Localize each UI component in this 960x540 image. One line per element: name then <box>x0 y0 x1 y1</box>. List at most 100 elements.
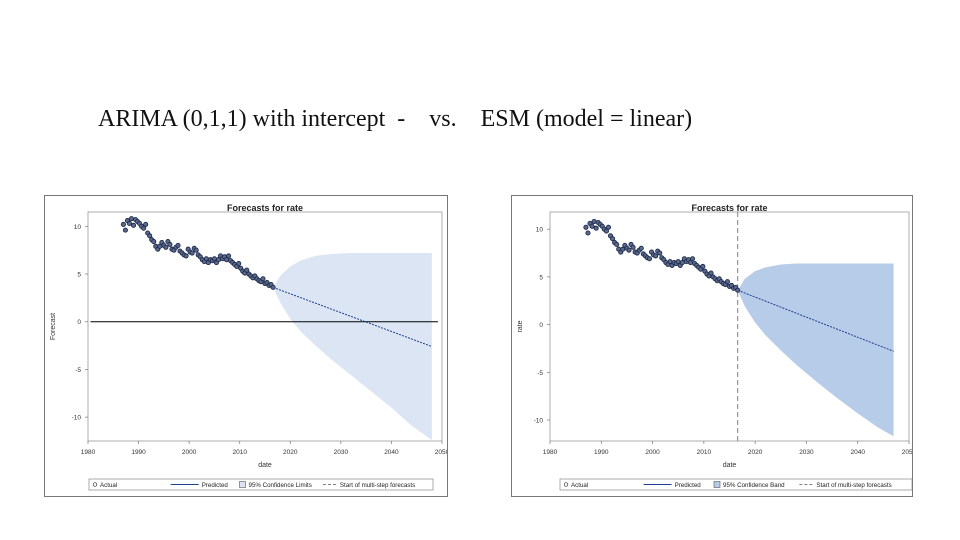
arima-actual-point <box>175 242 181 248</box>
esm-plot-frame <box>549 211 910 442</box>
esm-forecast-chart: Forecasts for rate -10 -5 0 5 10 1980 1990 2000 2… <box>511 195 913 497</box>
esm-y-tick-label: -5 <box>537 370 543 377</box>
esm-actual-point <box>583 224 589 230</box>
arima-predicted-line <box>272 286 433 348</box>
arima-actual-point <box>189 250 195 256</box>
esm-x-tick-label: 2000 <box>645 449 660 456</box>
esm-legend-actual-label: Actual <box>571 482 588 489</box>
esm-y-tick-label: -10 <box>534 418 544 425</box>
arima-x-axis-label: date <box>258 462 272 469</box>
arima-legend-band-swatch <box>239 481 246 488</box>
esm-chart-title: Forecasts for rate <box>691 203 767 213</box>
arima-actual-point <box>126 220 133 227</box>
arima-x-tick-label: 1980 <box>81 449 96 456</box>
arima-x-tick-label: 2050 <box>435 449 447 456</box>
esm-legend-band-swatch <box>713 481 721 488</box>
arima-actual-point <box>128 216 135 222</box>
esm-legend-band-label: 95% Confidence Band <box>723 482 785 489</box>
arima-actual-point <box>183 253 189 259</box>
arima-plot-frame <box>87 211 443 442</box>
esm-y-tick-label: 0 <box>539 322 543 329</box>
esm-actual-point <box>657 250 663 256</box>
arima-legend-predicted-label: Predicted <box>202 482 229 489</box>
esm-x-tick-label: 1980 <box>543 449 558 456</box>
arima-y-tick-label: -10 <box>72 415 82 422</box>
esm-actual-point <box>591 218 597 225</box>
arima-actual-point <box>147 233 153 239</box>
esm-actual-point <box>614 241 620 247</box>
arima-actual-point <box>244 267 250 273</box>
esm-legend-start-label: Start of multi-step forecasts <box>816 482 891 489</box>
arima-chart-title: Forecasts for rate <box>227 203 303 213</box>
arima-actual-point <box>151 239 157 245</box>
esm-actual-point <box>589 223 595 229</box>
arima-actual-point <box>143 221 149 227</box>
title-separator: - <box>397 106 406 132</box>
esm-x-tick-label: 2020 <box>748 449 763 456</box>
arima-forecast-chart: Forecasts for rate -10 -5 0 5 10 1980 1990 2000 2… <box>44 195 448 497</box>
arima-actual-point <box>141 225 147 231</box>
esm-legend-predicted-label: Predicted <box>675 482 702 489</box>
esm-legend-box <box>559 478 912 491</box>
arima-actual-point <box>120 221 126 227</box>
esm-x-tick-label: 2050 <box>902 449 912 456</box>
arima-x-tick-label: 1990 <box>131 449 146 456</box>
title-right: ESM (model = linear) <box>480 106 693 132</box>
esm-x-tick-label: 1990 <box>594 449 609 456</box>
esm-x-tick-label: 2010 <box>697 449 712 456</box>
esm-actual-point <box>735 287 741 293</box>
esm-actual-point <box>610 236 616 242</box>
arima-actual-point <box>193 247 199 253</box>
arima-y-tick-label: 0 <box>77 319 81 326</box>
arima-actual-point <box>122 227 128 233</box>
arima-y-axis-label: Forecast <box>50 313 57 340</box>
esm-predicted-line <box>737 289 894 352</box>
arima-actual-point <box>130 222 137 228</box>
title-vs: vs. <box>429 106 457 132</box>
arima-actual-point <box>163 244 169 250</box>
esm-x-axis-label: date <box>723 462 737 469</box>
arima-x-tick-label: 2030 <box>334 449 349 456</box>
arima-legend-box <box>88 478 434 491</box>
esm-x-tick-label: 2030 <box>799 449 814 456</box>
arima-x-tick-label: 2040 <box>384 449 399 456</box>
esm-actual-point <box>690 256 696 262</box>
esm-actual-point <box>700 263 706 269</box>
arima-legend-band-label: 95% Confidence Limits <box>249 482 312 489</box>
esm-actual-point <box>646 256 653 262</box>
esm-actual-point <box>653 253 659 259</box>
esm-actual-point <box>630 244 636 250</box>
esm-actual-point <box>638 245 644 251</box>
arima-actual-point <box>226 253 232 259</box>
arima-actual-point <box>236 260 242 267</box>
arima-y-tick-label: -5 <box>75 367 81 374</box>
arima-legend-actual-label: Actual <box>100 482 117 489</box>
esm-y-tick-label: 10 <box>536 227 544 234</box>
arima-y-tick-label: 10 <box>74 224 82 231</box>
arima-legend-start-label: Start of multi-step forecasts <box>340 482 415 489</box>
esm-actual-point <box>603 228 609 234</box>
arima-legend-actual-marker <box>92 482 98 487</box>
arima-confidence-band <box>273 253 432 441</box>
esm-actual-point <box>708 270 714 276</box>
esm-actual-point <box>626 247 632 253</box>
esm-actual-point <box>585 230 591 236</box>
esm-y-axis-label: rate <box>517 320 524 332</box>
esm-legend-actual-marker <box>563 482 569 487</box>
title-left: ARIMA (0,1,1) with intercept <box>98 106 386 132</box>
esm-actual-point <box>724 279 730 285</box>
arima-chart-svg: Forecasts for rate -10 -5 0 5 10 1980 1990 2000 2… <box>50 203 447 491</box>
esm-confidence-band <box>737 263 894 437</box>
slide-title: ARIMA (0,1,1) with intercept - vs. ESM (… <box>98 106 692 133</box>
arima-actual-point <box>167 241 173 247</box>
arima-x-tick-label: 2010 <box>232 449 247 456</box>
esm-y-tick-label: 5 <box>539 274 543 281</box>
arima-x-tick-label: 2020 <box>283 449 298 456</box>
esm-x-tick-label: 2040 <box>850 449 865 456</box>
arima-actual-point <box>270 284 276 290</box>
arima-actual-point <box>260 276 266 282</box>
esm-actual-point <box>605 224 612 230</box>
arima-x-tick-label: 2000 <box>182 449 197 456</box>
arima-y-tick-label: 5 <box>77 272 81 279</box>
esm-chart-svg: Forecasts for rate -10 -5 0 5 10 1980 1990 2000 2… <box>517 203 912 491</box>
